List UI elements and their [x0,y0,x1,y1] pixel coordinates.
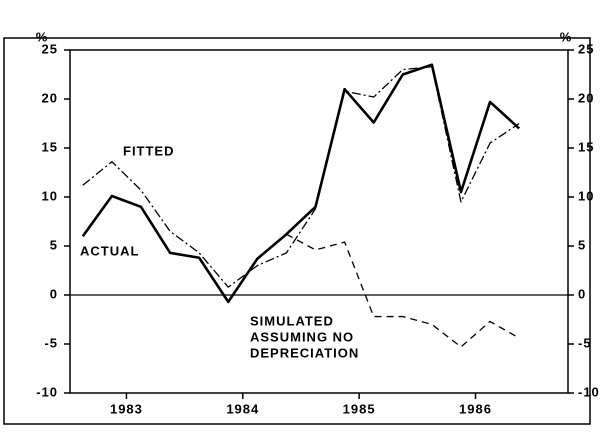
frame [3,37,591,425]
y2-tick-label: 10 [578,188,594,203]
y2-tick-label: 5 [578,237,586,252]
series-label: FITTED [123,143,175,158]
y-tick-label: -10 [36,384,58,399]
y-tick-label: 10 [42,188,58,203]
x-tick-label: 1984 [226,401,259,416]
series-label: SIMULATED [250,313,334,328]
x-tick-label: 1986 [459,401,492,416]
y2-tick-label: 0 [578,286,586,301]
y-tick-label: 20 [42,90,58,105]
y2-tick-label: -5 [578,335,592,350]
y2-tick-label: -10 [578,384,600,399]
y-tick-label: 25 [42,41,58,56]
y-tick-label: 15 [42,139,58,154]
series-line [82,66,520,288]
series-label: ACTUAL [80,243,139,258]
series-label: DEPRECIATION [250,345,359,360]
plot-area [69,49,569,394]
series-line [81,63,521,304]
y-tick-label: -5 [44,335,58,350]
x-tick-label: 1985 [343,401,376,416]
y2-tick-label: 15 [578,139,594,154]
series-line [286,233,520,348]
y2-unit: % [560,29,573,44]
series-label: ASSUMING NO [250,329,354,344]
y2-tick-label: 20 [578,90,594,105]
x-tick-label: 1983 [110,401,143,416]
y-unit: % [36,29,49,44]
y2-tick-label: 25 [578,41,594,56]
y-tick-label: 0 [50,286,58,301]
y-tick-label: 5 [50,237,58,252]
